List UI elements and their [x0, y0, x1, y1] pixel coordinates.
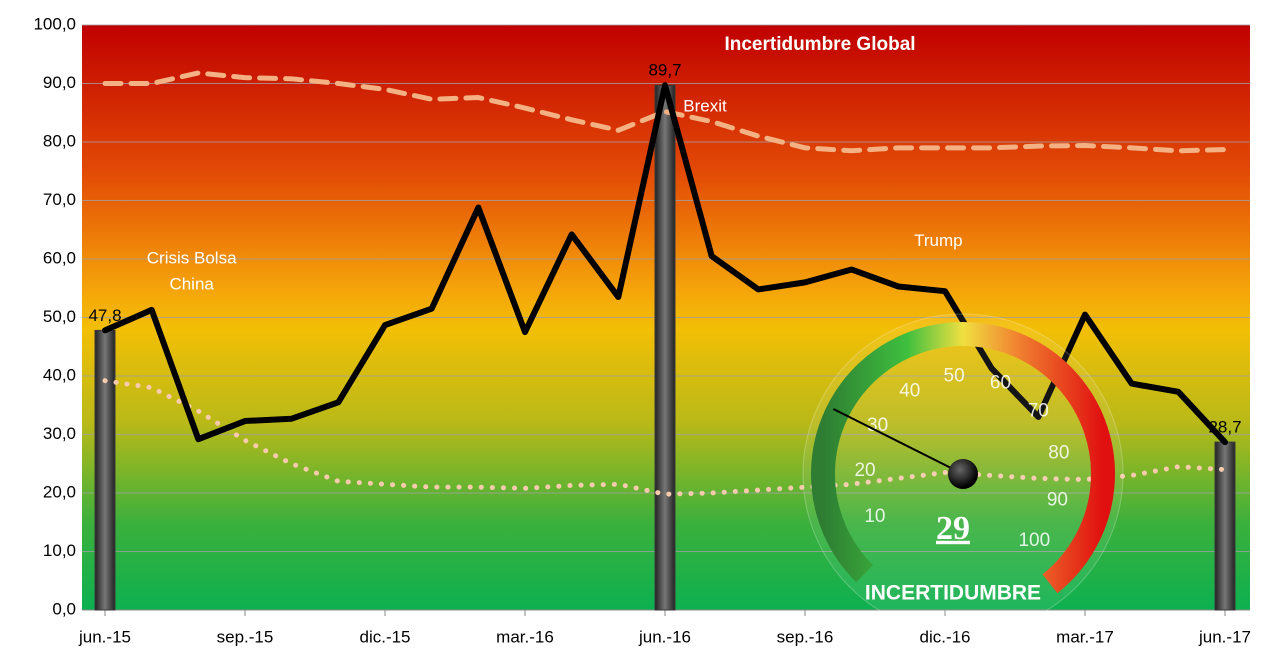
- y-tick-label: 70,0: [43, 190, 76, 209]
- data-label: 89,7: [648, 61, 681, 80]
- gauge-tick-label: 100: [1018, 530, 1050, 551]
- gauge-needle: [832, 408, 964, 475]
- y-tick-label: 100,0: [33, 14, 76, 33]
- x-tick-label: jun.-17: [1198, 627, 1251, 646]
- gauge-tick-label: 80: [1048, 442, 1069, 463]
- data-label: 47,8: [88, 306, 121, 325]
- gauge-tick-label: 50: [944, 365, 965, 386]
- y-tick-label: 60,0: [43, 248, 76, 267]
- x-tick-label: jun.-16: [638, 627, 691, 646]
- y-tick-label: 0,0: [52, 599, 76, 618]
- gauge-tick-label: 70: [1028, 400, 1049, 421]
- annotation: Crisis Bolsa: [147, 248, 237, 267]
- chart-title: Incertidumbre Global: [724, 34, 915, 55]
- x-tick-label: jun.-15: [78, 627, 131, 646]
- y-tick-label: 50,0: [43, 307, 76, 326]
- y-tick-label: 30,0: [43, 424, 76, 443]
- gauge-arc: [811, 322, 1115, 594]
- x-tick-label: sep.-16: [777, 627, 834, 646]
- gauge-tick-label: 20: [854, 460, 875, 481]
- gauge-tick-label: 30: [867, 415, 888, 436]
- gauge: 10 20 30 40 50 60 70 80 90 100 29 INCERTIDUMBRE: [802, 313, 1124, 635]
- y-tick-label: 40,0: [43, 365, 76, 384]
- y-tick-label: 10,0: [43, 541, 76, 560]
- gauge-tick-label: 90: [1047, 489, 1068, 510]
- bar: [1214, 441, 1236, 611]
- y-tick-label: 20,0: [43, 482, 76, 501]
- gauge-label: INCERTIDUMBRE: [865, 582, 1041, 605]
- x-tick-label: sep.-15: [217, 627, 274, 646]
- line-series: [102, 70, 1228, 154]
- x-tick-label: mar.-17: [1056, 627, 1114, 646]
- gauge-hub: [948, 459, 978, 489]
- x-tick-label: mar.-16: [496, 627, 554, 646]
- y-tick-label: 90,0: [43, 73, 76, 92]
- bar: [94, 329, 116, 611]
- gauge-value: 29: [936, 510, 970, 547]
- bar: [654, 84, 676, 611]
- annotation: China: [169, 274, 214, 293]
- annotation: Brexit: [683, 96, 727, 115]
- gauge-tick-label: 40: [899, 381, 920, 402]
- gauge-tick-label: 60: [990, 372, 1011, 393]
- y-tick-label: 80,0: [43, 131, 76, 150]
- x-tick-label: dic.-15: [359, 627, 410, 646]
- annotation: Trump: [914, 231, 963, 250]
- line-series: [102, 82, 1228, 446]
- gauge-tick-label: 10: [864, 506, 885, 527]
- x-tick-label: dic.-16: [919, 627, 970, 646]
